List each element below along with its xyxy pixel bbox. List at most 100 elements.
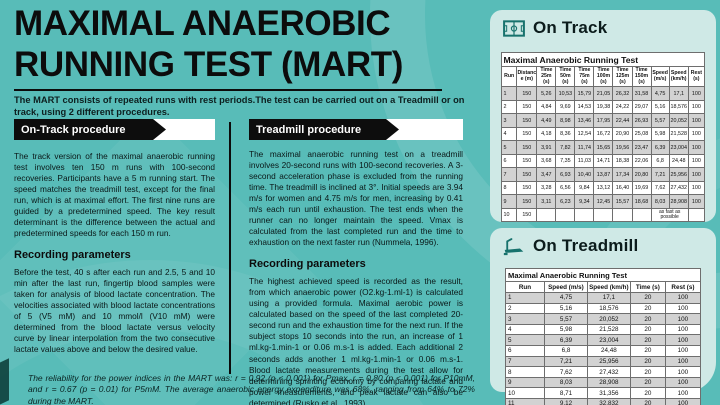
column-header: Time (s) — [629, 280, 666, 294]
on-track-procedure-banner-label: On-Track procedure — [14, 119, 166, 140]
intro-text: The MART consists of repeated runs with … — [14, 95, 465, 118]
table-cell: 20 — [629, 387, 666, 399]
table-cell: 150 — [516, 167, 538, 182]
table-cell: 3,91 — [536, 140, 557, 155]
table-row: 2 150 4,84 9,69 14,53 19,38 24,22 29,07 5,16 18,5… — [500, 99, 706, 115]
table-row: 1 150 5,26 10,53 15,79 21,05 26,32 31,58 4,75 17,… — [500, 86, 706, 101]
table-cell: 17,95 — [593, 113, 614, 128]
table-cell: 18,38 — [612, 153, 633, 169]
table-cell: 100 — [664, 376, 702, 389]
table-cell: 24,48 — [586, 345, 631, 357]
table-row: 3 5,57 20,052 20 100 — [505, 313, 702, 325]
table-cell: 5,57 — [650, 113, 670, 128]
recording-parameters-body: The highest achieved speed is recorded a… — [249, 276, 463, 405]
table-cell: 3,68 — [536, 153, 557, 169]
table-row: 7 150 3,47 6,93 10,40 13,87 17,34 20,80 7,21 25,9… — [500, 167, 706, 182]
on-treadmill-table: Maximal Anaerobic Running Test Run Speed (… — [505, 268, 702, 405]
table-cell: 8,03 — [650, 194, 670, 209]
table-cell: 11,03 — [574, 153, 595, 169]
table-cell: 6,8 — [544, 345, 588, 357]
table-cell: 25,956 — [586, 355, 631, 368]
recording-parameters-heading: Recording parameters — [14, 249, 131, 262]
column-header: Speed (m/s) — [650, 65, 670, 88]
table-cell: 5,16 — [544, 302, 588, 315]
table-cell: 20 — [629, 355, 666, 368]
table-cell: 15,65 — [593, 140, 614, 155]
table-cell: 2 — [500, 99, 518, 115]
table-cell: 10 — [500, 207, 518, 223]
table-cell: 14,71 — [593, 153, 614, 169]
table-cell: 3,28 — [536, 180, 557, 196]
table-cell: 19,69 — [631, 180, 652, 196]
table-cell: 8,71 — [544, 387, 588, 399]
table-cell: 28,908 — [668, 194, 689, 209]
table-cell: 100 — [687, 167, 706, 182]
table-cell: 13,46 — [574, 113, 595, 128]
table-cell: 7,35 — [555, 153, 576, 169]
table-cell: 15,79 — [574, 86, 595, 101]
table-cell: 7,21 — [650, 167, 670, 182]
table-cell: 7,62 — [650, 180, 670, 196]
on-track-procedure-banner: On-Track procedure — [14, 119, 215, 140]
page-title: MAXIMAL ANAEROBIC RUNNING TEST (MART) — [14, 4, 474, 86]
table-cell: 20 — [629, 323, 666, 336]
table-cell: 100 — [664, 345, 702, 357]
table-cell: as fast as possible — [650, 207, 689, 223]
table-cell: 8 — [500, 180, 518, 196]
table-cell: 20 — [629, 376, 666, 389]
table-cell: 23,47 — [631, 140, 652, 155]
table-cell: 150 — [516, 99, 538, 115]
table-cell: 3 — [505, 313, 545, 325]
table-cell: 16,72 — [593, 126, 614, 142]
table-cell: 6,39 — [544, 334, 588, 346]
title-underline — [14, 89, 442, 91]
table-cell: 7,21 — [544, 355, 588, 368]
column-header: Time 75m (s) — [574, 65, 595, 88]
table-cell: 8,03 — [544, 376, 588, 389]
table-row: 10 8,71 31,356 20 100 — [505, 387, 702, 399]
table-cell: 7,82 — [555, 140, 576, 155]
table-cell: 6 — [505, 345, 545, 357]
table-cell: 4 — [500, 126, 518, 142]
table-cell: 6,8 — [650, 153, 670, 169]
table-cell: 20,052 — [586, 313, 631, 325]
table-cell: 15,57 — [612, 194, 633, 209]
table-cell: 150 — [516, 86, 538, 101]
treadmill-procedure-body: The maximal anaerobic running test on a … — [249, 149, 463, 248]
table-cell: 100 — [687, 153, 706, 169]
table-cell: 29,07 — [631, 99, 652, 115]
table-cell: 20 — [629, 292, 666, 304]
on-track-panel-title: On Track — [533, 18, 608, 37]
table-row: 4 150 4,18 8,36 12,54 16,72 20,90 25,08 5,98 21,5… — [500, 126, 706, 142]
column-header: Speed (m/s) — [544, 280, 588, 294]
on-track-procedure-body: The track version of the maximal anaerob… — [14, 151, 215, 239]
table-cell: 10,53 — [555, 86, 576, 101]
table-cell: 150 — [516, 194, 538, 209]
table-cell: 17,1 — [668, 86, 689, 101]
table-cell: 100 — [664, 292, 702, 304]
table-cell: 18,68 — [631, 194, 652, 209]
table-cell: 6 — [500, 153, 518, 169]
table-cell: 20 — [629, 398, 666, 405]
table-header-row: Run Distance (m) Time 25m (s) Time 50m (s) T… — [500, 65, 706, 88]
table-row: 9 8,03 28,908 20 100 — [505, 376, 702, 389]
column-header: Speed (km/h) — [668, 65, 689, 88]
column-header: Time 50m (s) — [555, 65, 576, 88]
table-cell: 18,576 — [586, 302, 631, 315]
table-cell: 11,74 — [574, 140, 595, 155]
table-cell: 5,98 — [650, 126, 670, 142]
table-cell: 12,54 — [574, 126, 595, 142]
table-cell: 24,22 — [612, 99, 633, 115]
table-cell: 20 — [629, 313, 666, 325]
table-cell: 26,32 — [612, 86, 633, 101]
table-cell: 100 — [687, 113, 706, 128]
table-cell: 11 — [505, 398, 545, 405]
column-header: Time 125m (s) — [612, 65, 633, 88]
table-cell: 20,90 — [612, 126, 633, 142]
table-cell: 100 — [664, 313, 702, 325]
table-cell: 9 — [500, 194, 518, 209]
on-treadmill-panel: On Treadmill Maximal Anaerobic Running T… — [490, 228, 716, 405]
table-cell: 150 — [516, 140, 538, 155]
table-cell: 9,84 — [574, 180, 595, 196]
table-cell — [612, 207, 633, 223]
